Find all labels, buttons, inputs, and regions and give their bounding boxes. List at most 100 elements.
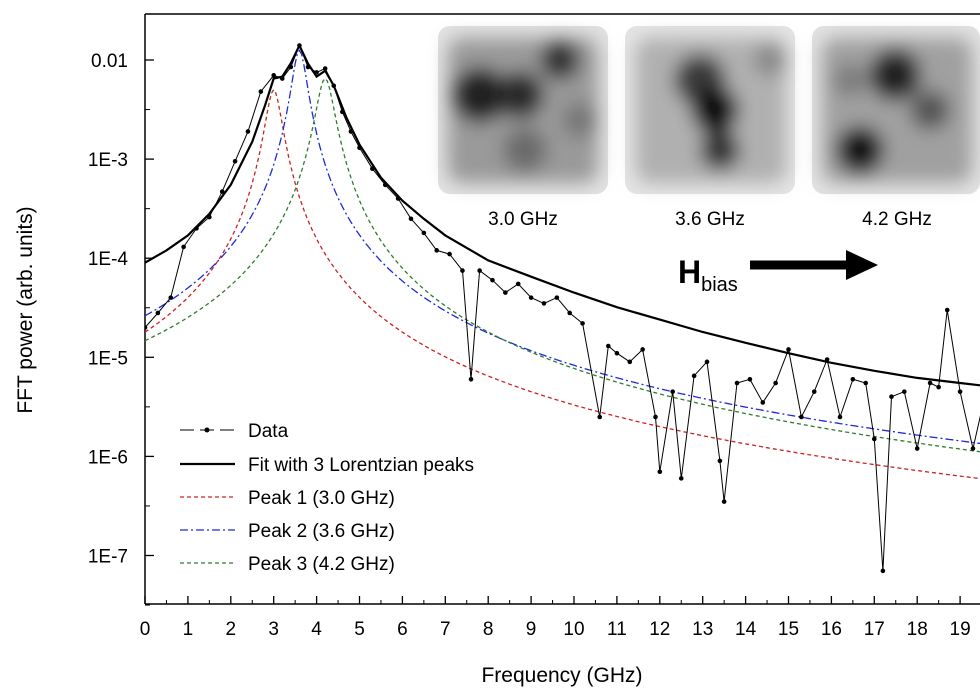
x-tick-label: 2 <box>226 619 237 640</box>
data-point <box>614 350 620 356</box>
data-point <box>970 446 976 451</box>
y-tick-labels: 0.01 1E-3 1E-4 1E-5 1E-6 1E-7 <box>88 51 129 568</box>
data-point <box>914 446 920 451</box>
legend-label-peak1: Peak 1 (3.0 GHz) <box>248 488 395 509</box>
data-point <box>515 281 521 287</box>
inset-images <box>438 26 980 194</box>
legend-item-peak2: Peak 2 (3.6 GHz) <box>180 521 395 542</box>
x-tick-label: 14 <box>735 619 757 640</box>
legend-label-peak3: Peak 3 (4.2 GHz) <box>248 554 395 575</box>
x-tick-label: 13 <box>692 619 713 640</box>
data-point <box>717 458 723 464</box>
data-point <box>936 384 941 390</box>
x-tick-label: 16 <box>821 619 842 640</box>
data-point <box>678 476 684 481</box>
data-point <box>957 389 963 394</box>
data-point <box>271 73 277 78</box>
legend-label-fit: Fit with 3 Lorentzian peaks <box>248 455 474 476</box>
x-axis-title: Frequency (GHz) <box>481 664 642 687</box>
data-point <box>927 380 933 386</box>
x-tick-label: 7 <box>440 619 451 640</box>
data-point <box>421 230 427 236</box>
data-point <box>944 307 950 313</box>
data-point <box>567 310 573 316</box>
data-point <box>447 251 452 257</box>
y-axis-title: FFT power (arb. units) <box>14 206 37 413</box>
data-point <box>245 129 251 134</box>
inset-image-3 <box>812 26 980 194</box>
data-point <box>168 295 174 300</box>
data-point <box>408 216 414 222</box>
data-point <box>322 66 328 71</box>
x-tick-label: 17 <box>864 619 885 640</box>
data-point <box>863 380 869 386</box>
data-point <box>503 290 508 295</box>
y-tick-label: 1E-7 <box>88 547 128 568</box>
x-tick-label: 18 <box>907 619 928 640</box>
data-point <box>528 295 534 300</box>
x-tick-label: 4 <box>311 619 322 640</box>
peak3-series-line <box>145 77 980 453</box>
x-tick-label: 1 <box>183 619 194 640</box>
x-tick-label: 10 <box>563 619 584 640</box>
data-point <box>721 499 727 504</box>
legend-label-peak2: Peak 2 (3.6 GHz) <box>248 521 395 542</box>
data-point <box>850 376 856 382</box>
x-tick-label: 6 <box>397 619 408 640</box>
inset-image-1 <box>438 26 608 194</box>
data-point <box>580 321 585 326</box>
hbias-annotation: Hbias <box>678 250 878 296</box>
x-tick-label: 19 <box>950 619 971 640</box>
legend-label-data: Data <box>248 421 289 442</box>
y-tick-label: 0.01 <box>91 51 128 72</box>
y-tick-label: 1E-4 <box>88 249 129 270</box>
data-point <box>837 414 843 420</box>
data-point <box>760 400 766 405</box>
data-point <box>902 389 907 394</box>
data-point <box>181 244 186 250</box>
legend-item-peak1: Peak 1 (3.0 GHz) <box>180 488 395 509</box>
x-tick-label: 15 <box>778 619 799 640</box>
data-point <box>653 414 658 420</box>
data-point <box>872 436 877 442</box>
data-point <box>880 568 886 574</box>
x-tick-labels: 0 1 2 3 4 5 6 7 8 9 10 11 12 13 14 15 16 17 18 19 <box>140 619 971 640</box>
data-point <box>670 389 675 394</box>
data-point <box>490 277 495 283</box>
legend-item-fit: Fit with 3 Lorentzian peaks <box>180 455 474 476</box>
data-point <box>811 389 817 394</box>
legend: Data Fit with 3 Lorentzian peaks Peak 1 … <box>180 421 474 575</box>
y-tick-label: 1E-5 <box>88 348 128 369</box>
data-point <box>554 295 560 300</box>
y-tick-label: 1E-6 <box>88 447 128 468</box>
data-point <box>606 343 611 349</box>
inset-label-3: 4.2 GHz <box>862 209 932 230</box>
data-point <box>704 359 710 365</box>
fit-series-line <box>145 42 980 387</box>
data-point <box>460 268 465 273</box>
data-point <box>627 359 633 365</box>
inset-label-2: 3.6 GHz <box>675 209 745 230</box>
data-point <box>691 373 697 379</box>
data-point <box>747 376 753 382</box>
data-point <box>786 347 791 352</box>
data-point <box>640 347 645 352</box>
x-tick-label: 0 <box>140 619 151 640</box>
x-tick-label: 12 <box>649 619 670 640</box>
data-point <box>734 380 740 386</box>
data-point <box>219 189 225 194</box>
data-point <box>773 380 778 386</box>
y-tick-label: 1E-3 <box>88 150 128 171</box>
hbias-label: Hbias <box>678 254 738 296</box>
x-tick-label: 5 <box>354 619 365 640</box>
data-series-points <box>145 43 976 574</box>
inset-label-1: 3.0 GHz <box>488 209 558 230</box>
data-point <box>477 268 482 273</box>
x-tick-label: 9 <box>526 619 537 640</box>
x-tick-label: 8 <box>483 619 494 640</box>
data-point <box>155 310 161 316</box>
data-point <box>657 469 663 475</box>
data-point <box>597 414 603 420</box>
data-point <box>799 414 804 420</box>
